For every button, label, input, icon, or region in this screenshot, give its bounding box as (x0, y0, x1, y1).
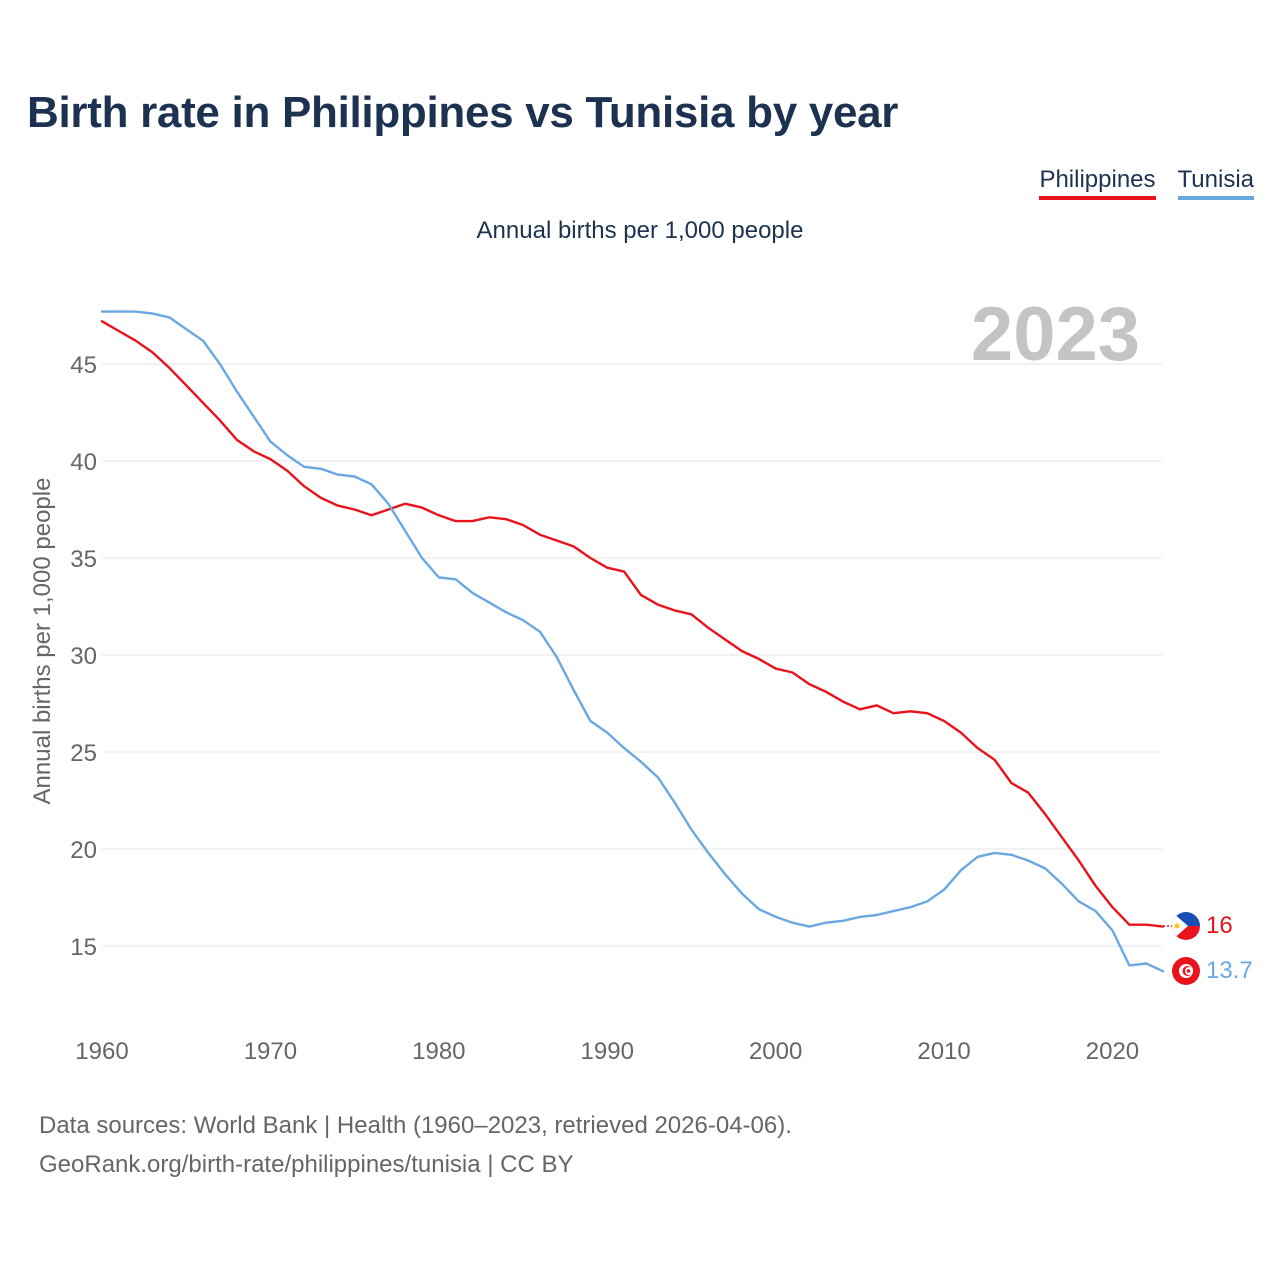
chart-subtitle: Annual births per 1,000 people (476, 217, 804, 244)
gridlines (102, 363, 1162, 947)
philippines-flag-icon (1172, 912, 1200, 940)
x-tick-label: 2000 (749, 1038, 802, 1065)
series-line-tunisia[interactable] (100, 310, 1165, 973)
y-tick-label: 20 (70, 837, 97, 864)
source-line: Data sources: World Bank | Health (1960–… (39, 1112, 792, 1139)
y-tick-label: 30 (70, 643, 97, 670)
x-tick-label: 1990 (581, 1038, 634, 1065)
series-line-philippines[interactable] (100, 320, 1165, 928)
year-watermark: 2023 (971, 292, 1140, 377)
legend-item-philippines[interactable]: Philippines (1039, 166, 1156, 200)
y-tick-label: 45 (70, 352, 97, 379)
x-tick-label: 1970 (244, 1038, 297, 1065)
x-tick-label: 1960 (75, 1038, 128, 1065)
philippines-end-marker (1163, 912, 1200, 940)
legend: Philippines Tunisia (1039, 166, 1254, 200)
y-axis-ticks: 15 20 25 30 35 40 45 (70, 352, 97, 961)
chart-title: Birth rate in Philippines vs Tunisia by … (27, 88, 899, 137)
tunisia-end-marker (1172, 957, 1200, 985)
tunisia-end-label: 13.7 (1206, 957, 1253, 984)
tunisia-flag-icon (1172, 957, 1200, 985)
philippines-end-label: 16 (1206, 912, 1233, 939)
source-note: Data sources: World Bank | Health (1960–… (39, 1106, 792, 1184)
x-tick-label: 2020 (1086, 1038, 1139, 1065)
y-tick-label: 35 (70, 546, 97, 573)
y-tick-label: 25 (70, 740, 97, 767)
x-tick-label: 2010 (917, 1038, 970, 1065)
y-tick-label: 15 (70, 934, 97, 961)
y-axis-label: Annual births per 1,000 people (29, 478, 56, 805)
x-axis-ticks: 1960 1970 1980 1990 2000 2010 2020 (75, 1038, 1139, 1065)
series-lines (100, 310, 1165, 973)
source-link[interactable]: GeoRank.org/birth-rate/philippines/tunis… (39, 1151, 574, 1178)
y-tick-label: 40 (70, 449, 97, 476)
legend-item-tunisia[interactable]: Tunisia (1177, 166, 1254, 200)
x-tick-label: 1980 (412, 1038, 465, 1065)
